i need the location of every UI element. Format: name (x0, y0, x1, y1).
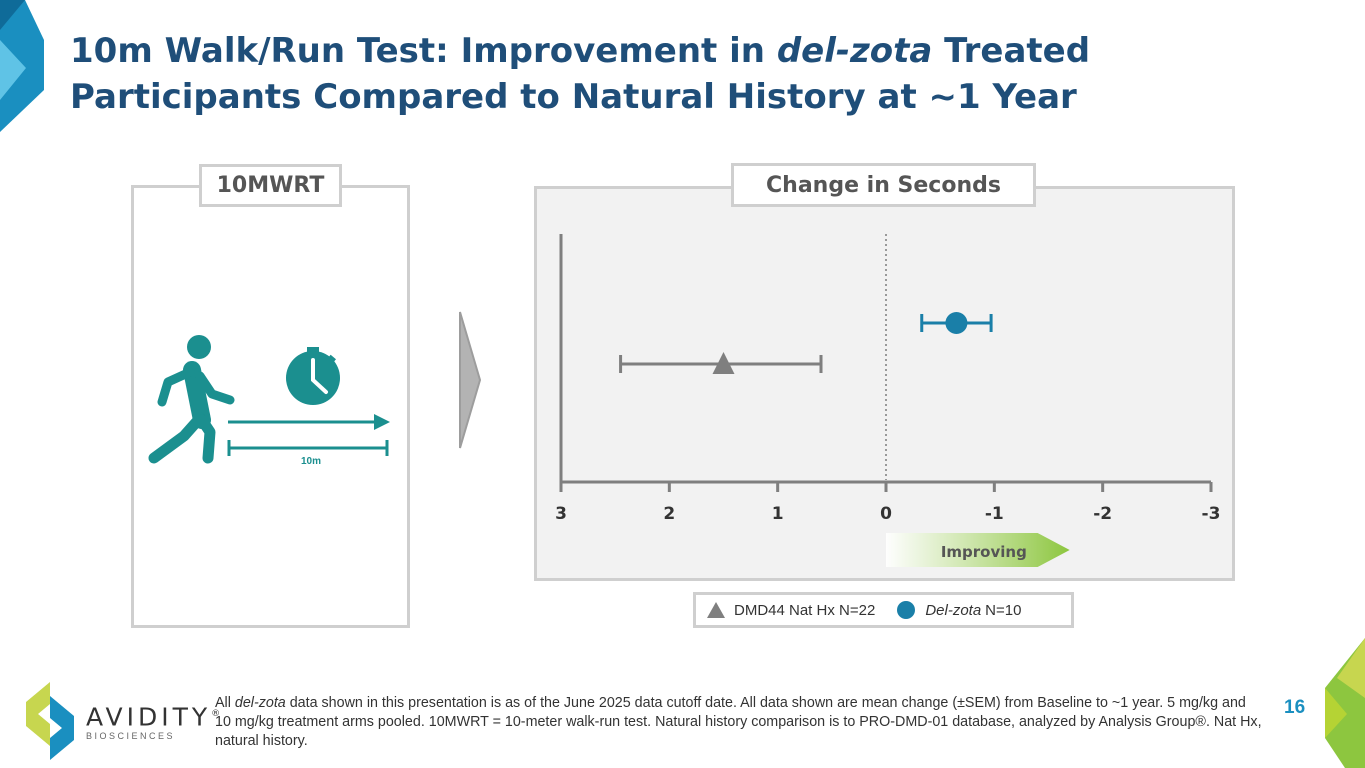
series-nathx (619, 352, 823, 374)
legend-nathx-label: DMD44 Nat Hx N=22 (734, 601, 876, 619)
page-number: 16 (1284, 697, 1306, 718)
mean-marker-circle (945, 312, 968, 334)
stopwatch-icon (286, 347, 340, 405)
mean-marker-triangle (712, 352, 735, 374)
running-person-icon (148, 335, 235, 464)
x-tick-label: -2 (1093, 504, 1112, 524)
forest-plot: 3 2 1 0 -1 -2 -3 Improving (555, 234, 1221, 567)
x-tick-label: 3 (555, 504, 567, 524)
slide-title: 10m Walk/Run Test: Improvement in del-zo… (70, 31, 1091, 117)
distance-bar (227, 440, 389, 456)
avidity-logo-mark-icon (26, 682, 74, 760)
improving-label: Improving (941, 543, 1027, 561)
arrow-icon (228, 414, 390, 430)
corner-brand-shape-bottom (1325, 638, 1365, 768)
triangle-marker-icon (707, 602, 725, 618)
legend-item-nathx: DMD44 Nat Hx N=22 (696, 602, 875, 619)
x-tick-label: -3 (1202, 504, 1221, 524)
logo-subword: BIOSCIENCES (86, 730, 176, 741)
x-tick-label: 0 (880, 504, 892, 524)
footnote: All del-zota data shown in this presenta… (215, 695, 1262, 749)
legend-delzota-suffix: N=10 (985, 601, 1022, 619)
series-delzota (920, 312, 993, 334)
walk-test-illustration: 10m (148, 335, 390, 467)
x-tick-label: 2 (663, 504, 675, 524)
legend-delzota-italic: Del-zota (925, 601, 982, 619)
avidity-logo: AVIDITY® BIOSCIENCES (22, 680, 220, 762)
x-tick-label: 1 (772, 504, 784, 524)
corner-brand-shape (0, 0, 44, 132)
illustration-panel (131, 185, 410, 628)
panel-label-10mwrt: 10MWRT (199, 164, 342, 207)
chart-panel (534, 186, 1235, 581)
chevron-arrow-icon (459, 311, 482, 449)
logo-word: AVIDITY (86, 702, 212, 732)
distance-label: 10m (301, 456, 321, 467)
panel-label-change-in-seconds: Change in Seconds (731, 163, 1036, 207)
x-tick-label: -1 (985, 504, 1004, 524)
logo-registered-mark: ® (211, 709, 221, 720)
improving-arrow: Improving (886, 533, 1070, 567)
circle-marker-icon (897, 601, 916, 619)
chart-legend: DMD44 Nat Hx N=22 Del-zota N=10 (693, 592, 1074, 628)
legend-item-delzota: Del-zota N=10 (875, 601, 1021, 619)
